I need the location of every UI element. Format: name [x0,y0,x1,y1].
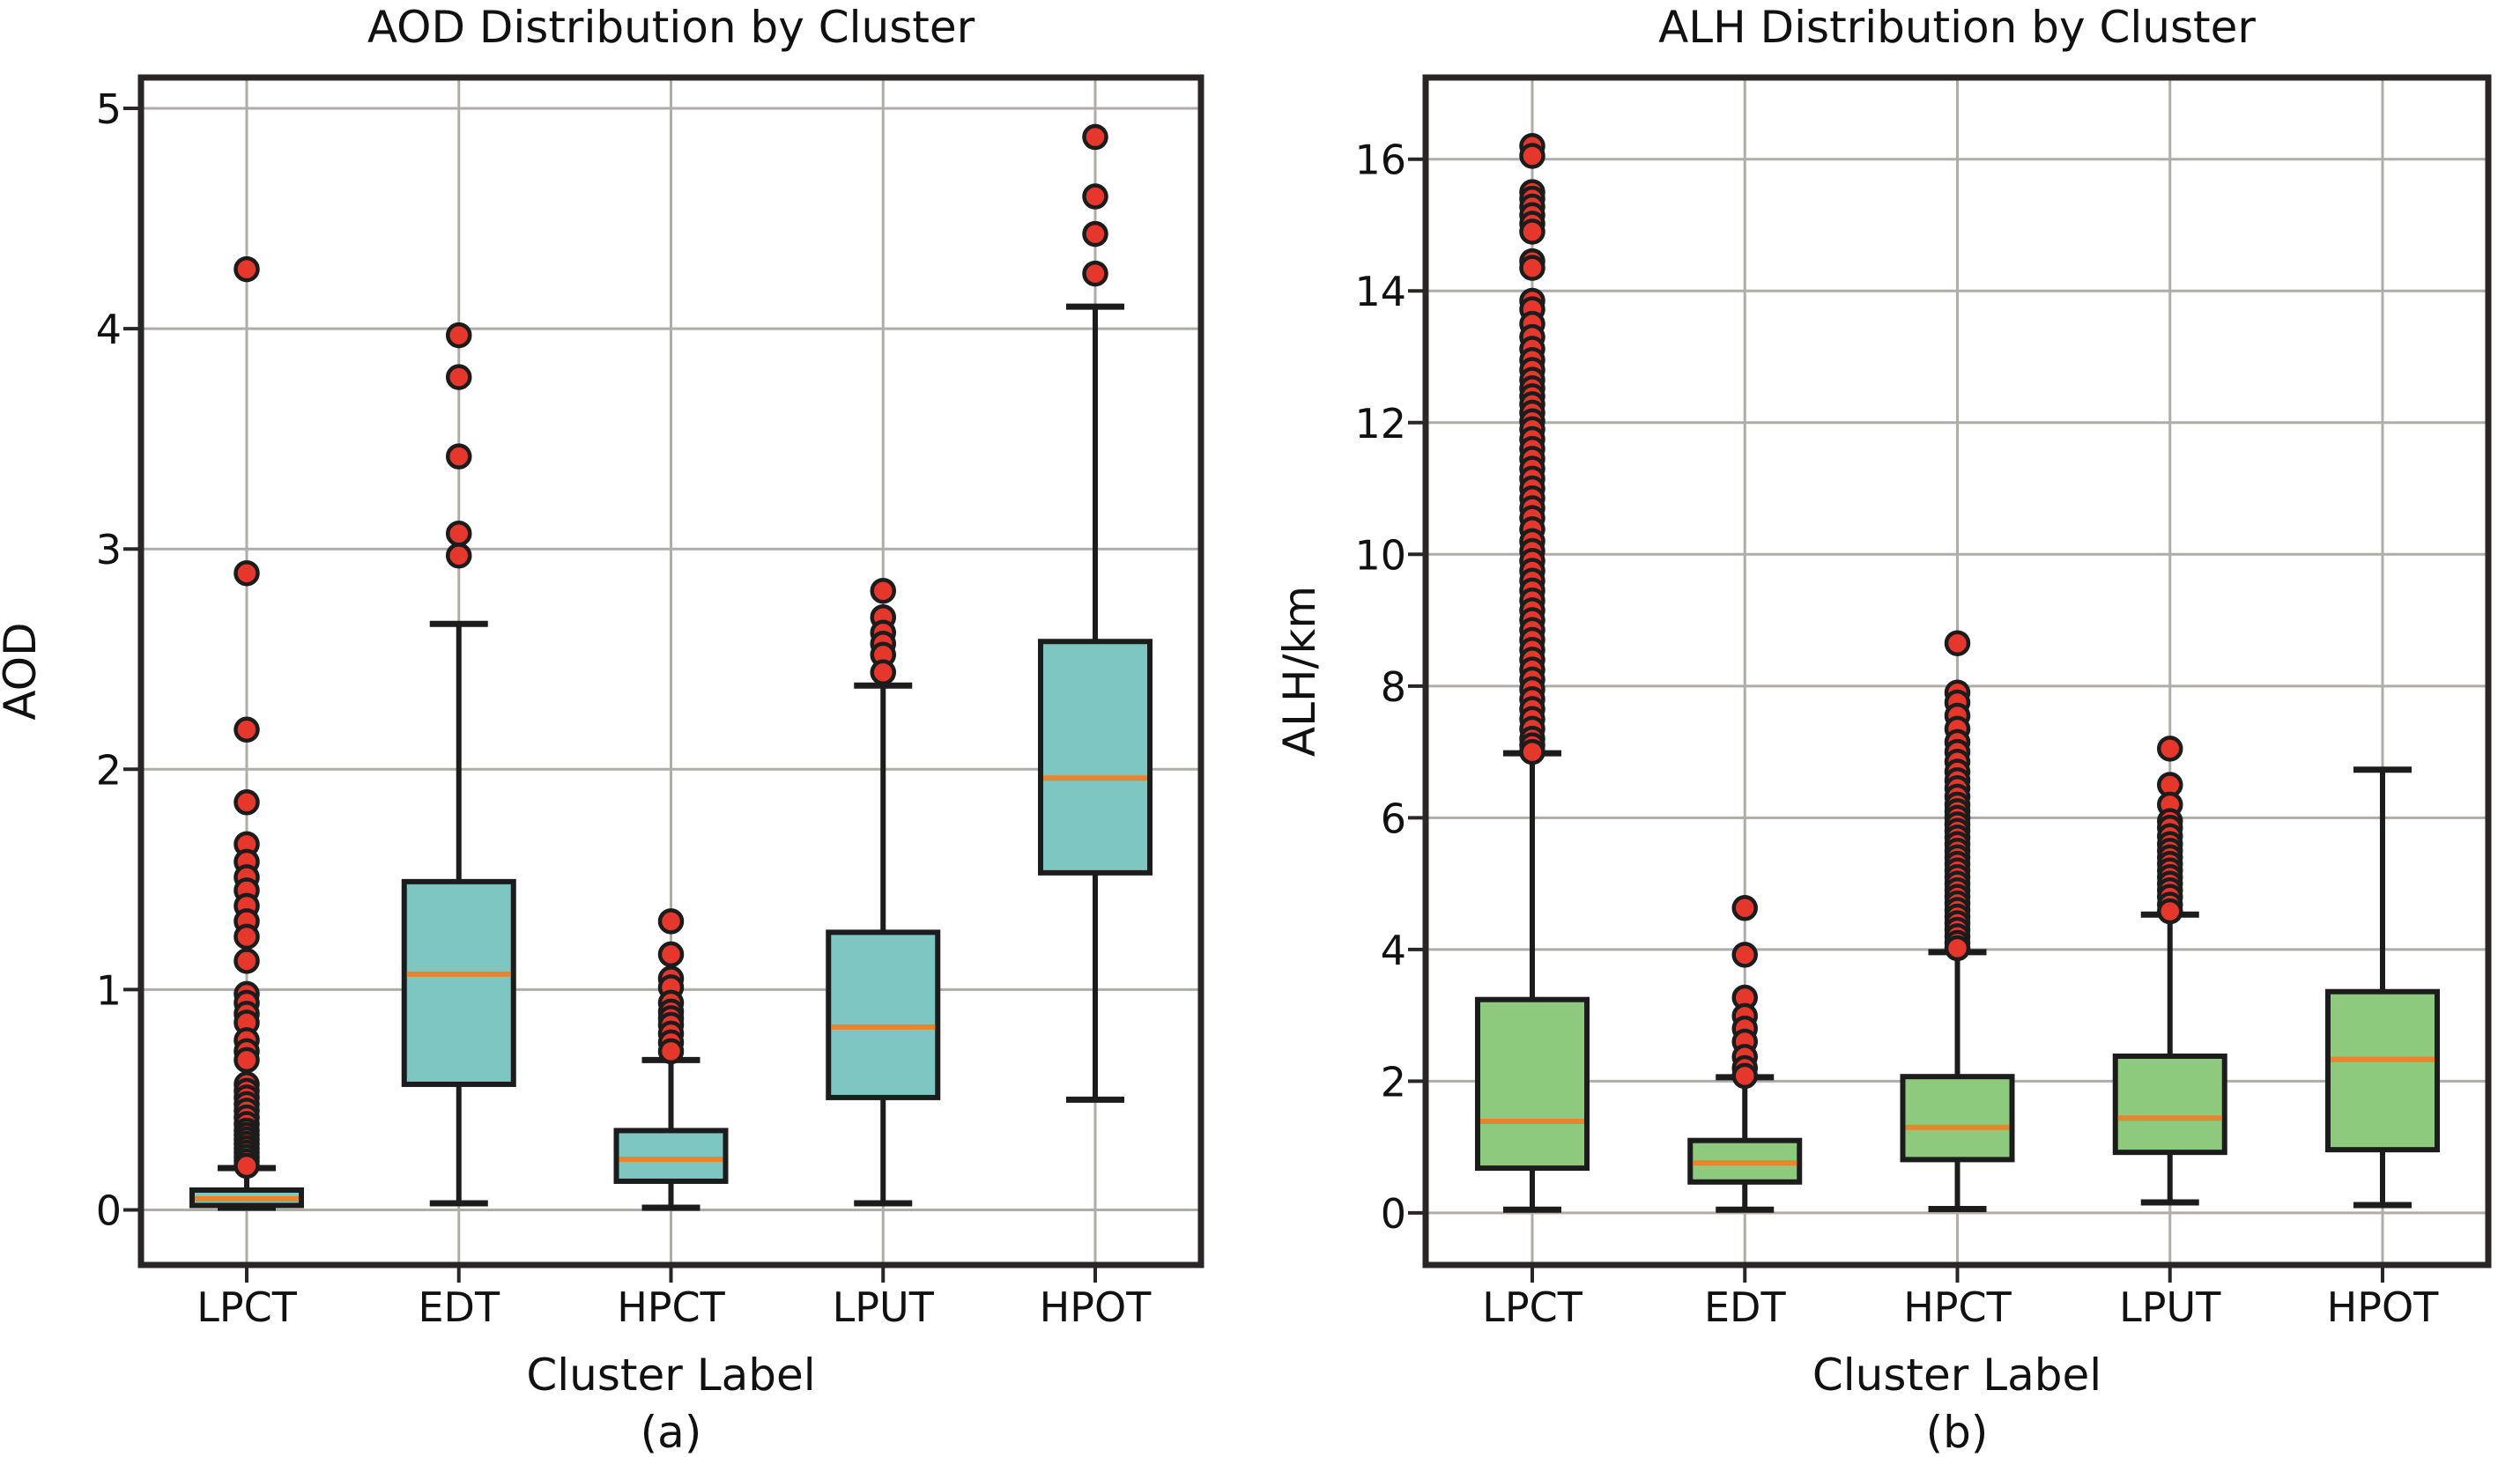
y-tick-label: 0 [1381,1190,1406,1238]
box-b-EDT [1687,895,1803,1213]
outlier-point [1944,935,1971,962]
outlier-point [233,559,260,587]
outlier-point [233,789,260,816]
x-tick-label: HPCT [1903,1283,2012,1331]
y-tick-label: 4 [1381,927,1406,974]
outlier-point [446,443,472,470]
box-a-LPUT [826,577,941,1207]
outlier-point [2157,898,2183,925]
outlier-point [657,941,685,968]
outlier-point [446,364,472,390]
x-tick-label: EDT [418,1283,500,1331]
y-tick-label: 16 [1354,137,1406,184]
box-a-HPOT [1038,123,1153,1103]
x-tick-label: LPCT [1482,1283,1582,1331]
x-axis-label: Cluster Label [1812,1350,2101,1401]
panel-caption: (a) [641,1407,702,1457]
outlier-point [233,948,260,974]
y-axis-label: AOD [0,622,46,720]
outlier-point [870,577,896,604]
panel-caption: (b) [1926,1407,1989,1457]
box-a-EDT [401,322,516,1207]
x-tick-label: HPOT [1040,1283,1153,1331]
x-tick-label: HPCT [617,1283,725,1331]
y-tick-label: 4 [96,306,122,353]
outlier-point [1519,218,1545,245]
outlier-point [1519,255,1545,281]
iqr-box [613,1128,729,1184]
panel-title: ALH Distribution by Cluster [1658,2,2256,53]
iqr-box [1475,996,1590,1172]
y-tick-label: 2 [1381,1058,1406,1106]
outlier-point [233,1047,260,1074]
x-tick-label: HPOT [2327,1283,2440,1331]
outlier-point [2157,736,2183,762]
iqr-box [2325,988,2440,1153]
y-axis-label: ALH/km [1274,586,1325,757]
x-tick-label: EDT [1704,1283,1786,1331]
iqr-box [1900,1074,2015,1163]
y-tick-label: 3 [96,526,122,573]
outlier-point [1519,143,1545,169]
iqr-box [2112,1053,2227,1156]
x-tick-label: LPCT [196,1283,297,1331]
outlier-point [446,322,472,349]
x-axis-label: Cluster Label [526,1350,815,1401]
y-tick-label: 2 [96,746,122,794]
outlier-point [1731,942,1758,968]
y-tick-label: 10 [1354,531,1406,579]
outlier-point [1519,738,1545,765]
y-tick-label: 12 [1354,400,1406,447]
outlier-point [446,520,472,547]
outlier-point [1731,1062,1758,1090]
y-tick-label: 0 [96,1187,122,1234]
y-tick-label: 5 [96,85,122,133]
outlier-point [1082,260,1108,287]
outlier-point [1082,123,1108,151]
box-b-LPUT [2112,736,2227,1206]
outlier-point [1731,895,1758,921]
y-tick-label: 14 [1354,268,1406,315]
iqr-box [826,929,941,1100]
outlier-point [233,1152,260,1180]
box-b-HPCT [1900,630,2015,1212]
iqr-box [1038,639,1153,876]
box-b-LPCT [1475,133,1590,1213]
outlier-point [1082,183,1108,210]
y-tick-label: 1 [96,966,122,1014]
x-tick-label: LPUT [2119,1283,2221,1331]
outlier-point [233,716,260,743]
outlier-point [1082,220,1108,248]
outlier-point [446,542,472,569]
outlier-point [870,659,896,686]
y-tick-label: 6 [1381,795,1406,842]
x-tick-label: LPUT [833,1283,935,1331]
outlier-point [233,923,260,950]
panel-title: AOD Distribution by Cluster [367,2,975,53]
y-tick-label: 8 [1381,663,1406,711]
outlier-point [1944,630,1971,656]
outlier-point [657,1038,685,1065]
iqr-box [401,878,516,1087]
outlier-point [233,255,260,283]
box-a-HPCT [613,908,729,1211]
box-a-LPCT [189,255,304,1211]
box-b-HPOT [2325,766,2440,1209]
outlier-point [657,908,685,935]
